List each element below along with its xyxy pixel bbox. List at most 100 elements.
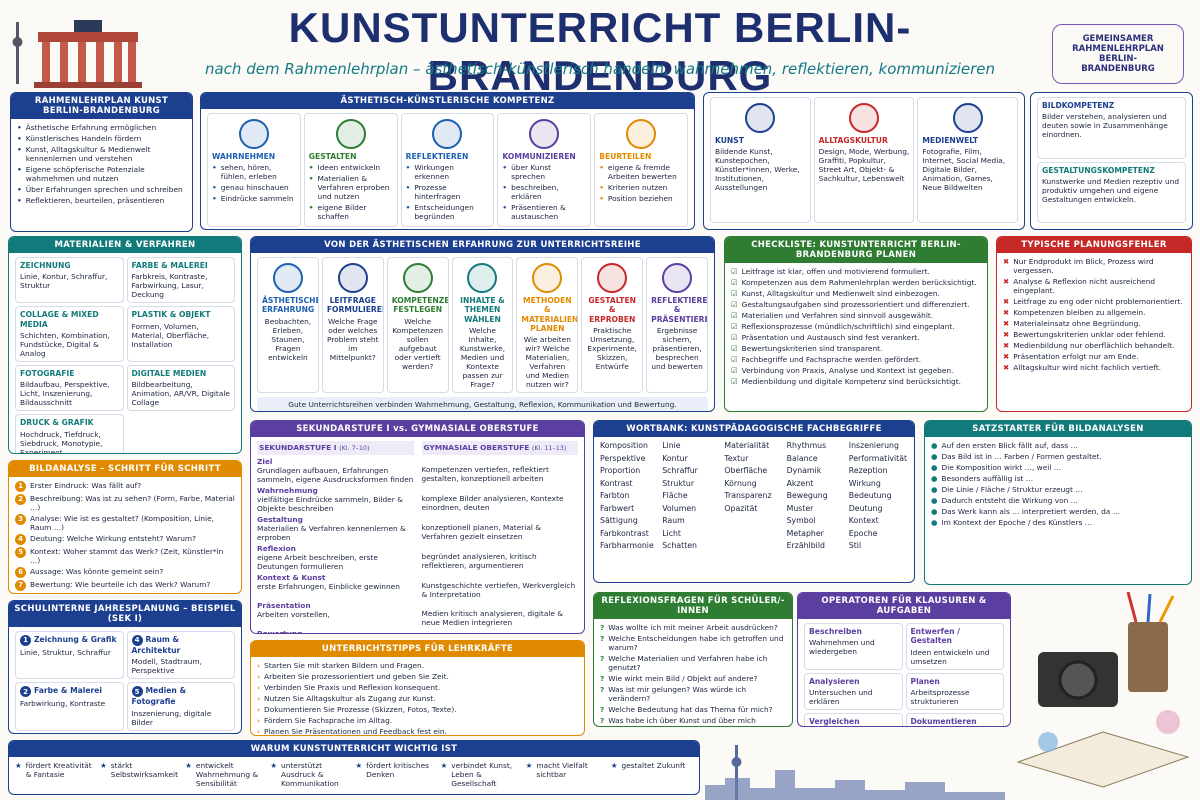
card-heading: ZEICHNUNG bbox=[20, 261, 71, 270]
word-column: Rhythmus Balance Dynamik Akzent Bewegung Must… bbox=[787, 441, 846, 554]
card-line: • Entscheidungen begründen bbox=[406, 203, 490, 221]
marker: • bbox=[405, 183, 411, 193]
term: Materialität bbox=[724, 441, 770, 450]
term: Farbharmonie bbox=[600, 541, 654, 550]
card-line: • Eindrücke sammeln bbox=[212, 194, 296, 203]
card-line: • eigene Bilder schaffen bbox=[309, 203, 393, 221]
card: KUNST Bildende Kunst, Kunstepochen, Künst… bbox=[710, 97, 811, 223]
item-text: Starten Sie mit starken Bildern und Frag… bbox=[264, 661, 425, 670]
marker: ☑ bbox=[731, 311, 738, 321]
marker: ● bbox=[931, 496, 938, 506]
list-item: ? Was ist mir gelungen? Was würde ich ver… bbox=[600, 685, 786, 703]
card-text: Arbeitsprozesse strukturieren bbox=[910, 687, 970, 706]
card-grid: ÄSTHETISCHE ERFAHRUNG Beobachten, Erleben… bbox=[257, 257, 708, 394]
panel-title: ÄSTHETISCH-KÜNSTLERISCHE KOMPETENZ bbox=[201, 93, 694, 109]
cell-text: Arbeiten vorstellen, bbox=[257, 610, 330, 620]
card-grid: ZEICHNUNG Linie, Kontur, Schraffur, Struk… bbox=[15, 257, 235, 453]
marker: • bbox=[599, 194, 604, 204]
item-text: Kunst, Alltagskultur und Medienwelt sind… bbox=[741, 289, 940, 299]
term: Erzählbild bbox=[786, 541, 825, 550]
marker: • bbox=[17, 196, 22, 206]
art-supplies bbox=[1016, 592, 1190, 788]
head-label: GYMNASIALE OBERSTUFE bbox=[423, 443, 530, 452]
item-text: Analyse: Wie ist es gestaltet? (Komposit… bbox=[30, 514, 214, 533]
item-text: stärkt Selbstwirksamkeit bbox=[110, 761, 179, 780]
list-item: › Arbeiten Sie prozessorientiert und gebe… bbox=[257, 672, 578, 681]
list-item: 2 Beschreibung: Was ist zu sehen? (Form, … bbox=[15, 494, 235, 512]
card-title: Beschreiben bbox=[809, 627, 898, 636]
item-text: Kontext: Woher stammt das Werk? (Zeit, K… bbox=[30, 547, 224, 566]
card-title: 1 Zeichnung & Grafik bbox=[20, 635, 119, 646]
item-text: Das Werk kann als … interpretiert werden… bbox=[941, 507, 1121, 517]
card: WAHRNEHMEN • sehen, hören, fühlen, erleben… bbox=[207, 113, 301, 228]
card-heading: REFLEKTIEREN bbox=[405, 152, 469, 161]
marker: • bbox=[405, 163, 411, 173]
list-item: ✖ Analyse & Reflexion nicht ausreichend e… bbox=[1003, 277, 1185, 295]
marker: ? bbox=[600, 623, 605, 632]
marker: • bbox=[502, 163, 508, 173]
panel-body: • Ästhetische Erfahrung ermöglichen • Künst… bbox=[11, 119, 192, 211]
term: Kontur bbox=[662, 453, 688, 463]
title: KUNSTUNTERRICHT BERLIN-BRANDENBURG bbox=[288, 4, 912, 99]
line-text: sehen, hören, fühlen, erleben bbox=[220, 163, 277, 182]
panel-title: SCHULINTERNE JAHRESPLANUNG – BEISPIEL (S… bbox=[9, 601, 241, 627]
card-line: • Position beziehen bbox=[599, 194, 683, 203]
row-topic: Reflexion bbox=[257, 544, 296, 554]
card-title: Vergleichen bbox=[809, 717, 898, 726]
term: Proportion bbox=[600, 466, 641, 475]
marker: › bbox=[257, 683, 261, 693]
row-topic: Wahrnehmung bbox=[257, 485, 318, 495]
line-text: eigene & fremde Arbeiten bewerten bbox=[607, 163, 677, 182]
panel-body: Komposition Perspektive Proportion Kontrast… bbox=[594, 437, 914, 558]
item-text: Auf den ersten Blick fällt auf, dass … bbox=[941, 441, 1078, 450]
item-text: gestaltet Zukunft bbox=[621, 761, 686, 770]
table-cell: Gestaltung Materialien & Verfahren kennen… bbox=[257, 515, 414, 542]
list-item: ● Die Komposition wirkt …, weil … bbox=[931, 463, 1185, 472]
term: Linie bbox=[662, 441, 681, 450]
card-heading: Raum & Architektur bbox=[131, 635, 181, 655]
marker: ☑ bbox=[731, 377, 738, 387]
term: Inszenierung bbox=[848, 441, 899, 450]
card-title: Dokumentieren bbox=[911, 717, 1000, 726]
card-title: Planen bbox=[911, 677, 1000, 686]
item-text: Kompetenzen aus dem Rahmenlehrplan werde… bbox=[741, 278, 977, 288]
panel: TYPISCHE PLANUNGSFEHLER ✖ Nur Endprodukt i… bbox=[996, 236, 1192, 412]
card-text: Bilder verstehen, analysieren und deuten… bbox=[1042, 112, 1168, 140]
panel-body: ★ fördert Kreativität & Fantasie ★ stärkt S… bbox=[9, 757, 699, 794]
panel-body: Beschreiben Wahrnehmen und wiedergeben Ent… bbox=[798, 619, 1010, 726]
card-text: Modell, Stadtraum, Perspektive bbox=[131, 657, 202, 676]
item-text: Verbindung von Praxis, Analyse und Konte… bbox=[741, 366, 954, 376]
card-heading: GESTALTEN & ERPROBEN bbox=[588, 296, 637, 324]
card: GESTALTUNGSKOMPETENZ Kunstwerke und Medie… bbox=[1037, 161, 1186, 223]
table-cell: Kunstgeschichte vertiefen, Werkvergleich… bbox=[421, 581, 576, 600]
panel-title: REFLEXIONSFRAGEN FÜR SCHÜLER/-INNEN bbox=[594, 593, 792, 619]
marker: ✖ bbox=[1003, 363, 1010, 373]
card: ZEICHNUNG Linie, Kontur, Schraffur, Struk… bbox=[15, 257, 124, 304]
skyline bbox=[705, 745, 1005, 800]
table-cell: Kontext & Kunst erste Erfahrungen, Einbli… bbox=[257, 573, 414, 599]
card-title: METHODEN & MATERIALIEN PLANEN bbox=[521, 296, 577, 333]
card-title: Entwerfen / Gestalten bbox=[911, 627, 1000, 646]
card-line: • Wirkungen erkennen bbox=[406, 163, 490, 181]
card: INHALTE & THEMEN WÄHLEN Welche Inhalte, K… bbox=[451, 257, 514, 394]
marker: • bbox=[308, 163, 314, 173]
panel-title: BILDANALYSE – SCHRITT FÜR SCHRITT bbox=[9, 461, 241, 477]
card-title: REFLEKTIEREN & PRÄSENTIEREN bbox=[651, 296, 707, 324]
brandenburg-gate bbox=[12, 20, 142, 88]
cell-text: Grundlagen aufbauen, Erfahrungen sammeln… bbox=[257, 465, 414, 484]
card-text: Ergebnisse sichern, präsentieren, bespre… bbox=[651, 325, 703, 371]
term: Farbwert bbox=[600, 503, 635, 513]
table-cell: Wahrnehmung vielfältige Eindrücke sammeln… bbox=[257, 486, 414, 513]
card-heading: WAHRNEHMEN bbox=[212, 152, 276, 161]
list-item: ● Das Werk kann als … interpretiert werde… bbox=[931, 507, 1185, 516]
marker: ✖ bbox=[1003, 330, 1010, 340]
list-item: • Eigene schöpferische Potenziale wahrneh… bbox=[17, 165, 186, 183]
panel: UNTERRICHTSTIPPS FÜR LEHRKRÄFTE › Starten … bbox=[250, 640, 585, 736]
item-text: Nur Endprodukt im Blick, Prozess wird ve… bbox=[1013, 257, 1154, 276]
card: Entwerfen / Gestalten Ideen entwickeln un… bbox=[905, 623, 1004, 670]
step-number: 1 bbox=[15, 481, 26, 492]
panel: OPERATOREN FÜR KLAUSUREN & AUFGABEN Besch… bbox=[797, 592, 1011, 727]
marker: ★ bbox=[610, 761, 618, 770]
list-item: ? Wie wirkt mein Bild / Objekt auf andere… bbox=[600, 674, 786, 683]
line-text: über Kunst sprechen bbox=[511, 163, 552, 182]
